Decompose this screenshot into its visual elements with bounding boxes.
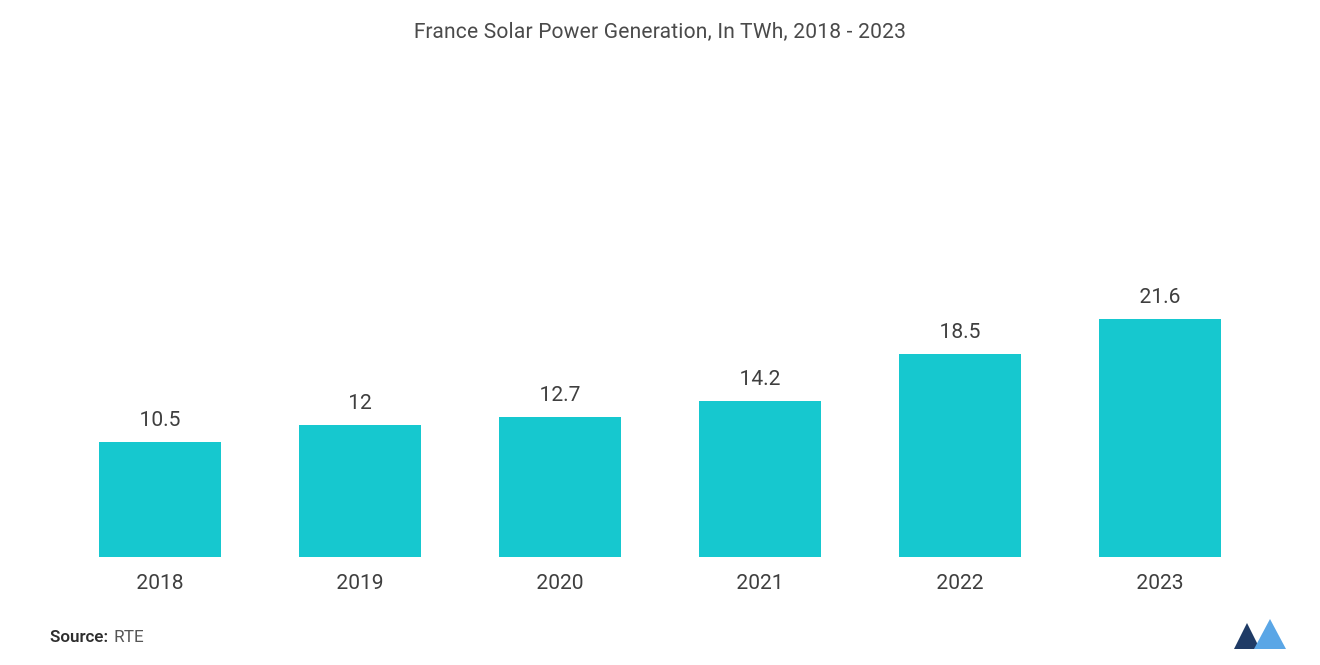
bar-value-label: 18.5 bbox=[940, 320, 981, 344]
chart-plot-area: 10.5 2018 12 2019 12.7 2020 14.2 2021 18.5 2022 21… bbox=[50, 44, 1270, 595]
chart-container: France Solar Power Generation, In TWh, 2… bbox=[50, 20, 1270, 595]
bar-group: 14.2 2021 bbox=[660, 84, 860, 595]
bar-category-label: 2022 bbox=[936, 571, 983, 595]
bar-group: 10.5 2018 bbox=[60, 84, 260, 595]
bar bbox=[499, 417, 621, 557]
bar-value-label: 12.7 bbox=[540, 383, 581, 407]
bar-value-label: 12 bbox=[348, 391, 372, 415]
bar-group: 18.5 2022 bbox=[860, 84, 1060, 595]
bar-category-label: 2019 bbox=[336, 571, 383, 595]
bar bbox=[1099, 319, 1221, 557]
bar bbox=[99, 442, 221, 558]
source-footer: Source: RTE bbox=[50, 627, 144, 647]
bar-value-label: 21.6 bbox=[1140, 285, 1181, 309]
bar-value-label: 14.2 bbox=[740, 367, 781, 391]
bar-category-label: 2021 bbox=[736, 571, 783, 595]
bar-value-label: 10.5 bbox=[140, 408, 181, 432]
bar bbox=[299, 425, 421, 557]
bar-group: 21.6 2023 bbox=[1060, 84, 1260, 595]
chart-title: France Solar Power Generation, In TWh, 2… bbox=[50, 20, 1270, 44]
bar-group: 12.7 2020 bbox=[460, 84, 660, 595]
source-label: Source: bbox=[50, 627, 108, 647]
bar-category-label: 2023 bbox=[1136, 571, 1183, 595]
bar bbox=[699, 401, 821, 557]
bar-category-label: 2020 bbox=[536, 571, 583, 595]
bar bbox=[899, 354, 1021, 558]
mordor-intelligence-logo-icon bbox=[1232, 617, 1288, 651]
bar-group: 12 2019 bbox=[260, 84, 460, 595]
bar-category-label: 2018 bbox=[136, 571, 183, 595]
source-value: RTE bbox=[114, 627, 144, 647]
